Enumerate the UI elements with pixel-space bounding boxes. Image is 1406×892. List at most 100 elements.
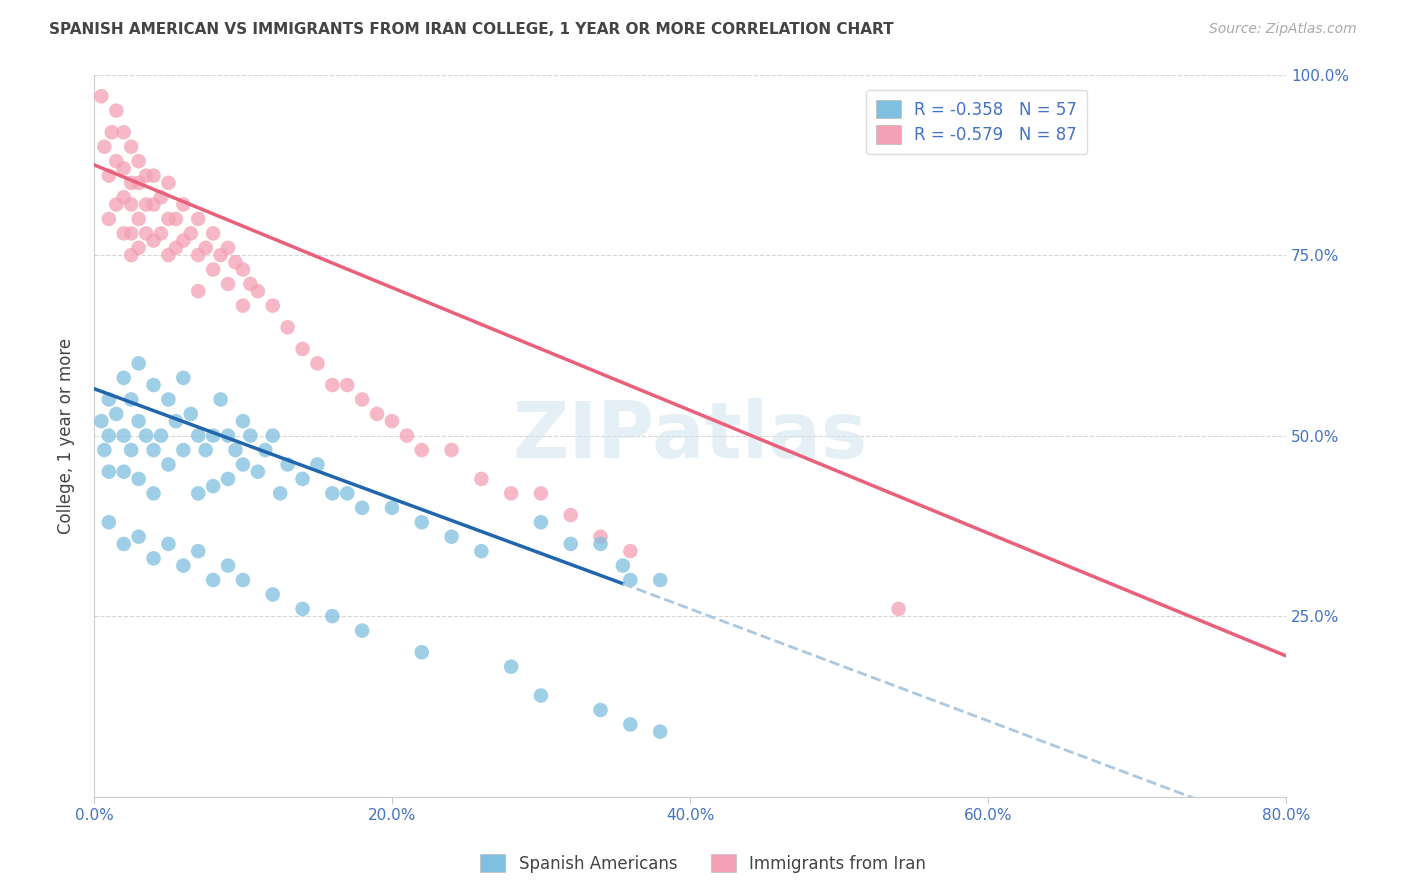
- Point: [187, 248, 209, 262]
- Point: [157, 458, 180, 472]
- Point: [224, 443, 246, 458]
- Point: [93, 140, 115, 154]
- Point: [165, 414, 187, 428]
- Point: [128, 530, 150, 544]
- Point: [501, 486, 523, 500]
- Point: [366, 407, 388, 421]
- Point: [194, 241, 217, 255]
- Point: [277, 458, 299, 472]
- Point: [187, 544, 209, 558]
- Point: [128, 176, 150, 190]
- Point: [239, 277, 262, 291]
- Point: [172, 558, 194, 573]
- Point: [321, 378, 343, 392]
- Point: [105, 197, 128, 211]
- Legend: Spanish Americans, Immigrants from Iran: Spanish Americans, Immigrants from Iran: [474, 847, 932, 880]
- Point: [619, 573, 641, 587]
- Point: [224, 255, 246, 269]
- Point: [202, 227, 225, 241]
- Point: [187, 211, 209, 226]
- Point: [157, 176, 180, 190]
- Point: [619, 544, 641, 558]
- Point: [165, 211, 187, 226]
- Point: [142, 169, 165, 183]
- Point: [120, 140, 142, 154]
- Point: [142, 443, 165, 458]
- Point: [411, 515, 433, 529]
- Point: [291, 472, 314, 486]
- Point: [97, 169, 120, 183]
- Point: [232, 414, 254, 428]
- Point: [291, 342, 314, 356]
- Point: [120, 392, 142, 407]
- Point: [97, 211, 120, 226]
- Point: [209, 392, 232, 407]
- Point: [589, 537, 612, 551]
- Point: [187, 284, 209, 298]
- Point: [112, 537, 135, 551]
- Point: [112, 227, 135, 241]
- Point: [135, 428, 157, 442]
- Point: [142, 234, 165, 248]
- Text: ZIPatlas: ZIPatlas: [512, 398, 868, 474]
- Point: [321, 486, 343, 500]
- Point: [112, 371, 135, 385]
- Point: [217, 428, 239, 442]
- Point: [530, 515, 553, 529]
- Point: [202, 262, 225, 277]
- Point: [291, 602, 314, 616]
- Point: [589, 703, 612, 717]
- Point: [232, 262, 254, 277]
- Point: [470, 544, 492, 558]
- Point: [612, 558, 634, 573]
- Point: [128, 241, 150, 255]
- Point: [120, 443, 142, 458]
- Point: [381, 414, 404, 428]
- Point: [246, 465, 269, 479]
- Point: [142, 551, 165, 566]
- Point: [120, 248, 142, 262]
- Point: [105, 103, 128, 118]
- Point: [97, 428, 120, 442]
- Point: [589, 530, 612, 544]
- Point: [157, 537, 180, 551]
- Point: [187, 486, 209, 500]
- Point: [90, 89, 112, 103]
- Point: [165, 241, 187, 255]
- Point: [232, 299, 254, 313]
- Point: [232, 458, 254, 472]
- Point: [149, 227, 172, 241]
- Point: [120, 197, 142, 211]
- Point: [135, 169, 157, 183]
- Point: [120, 176, 142, 190]
- Point: [262, 587, 284, 601]
- Point: [530, 689, 553, 703]
- Point: [112, 190, 135, 204]
- Point: [93, 443, 115, 458]
- Point: [336, 486, 359, 500]
- Point: [232, 573, 254, 587]
- Point: [440, 530, 463, 544]
- Legend: R = -0.358   N = 57, R = -0.579   N = 87: R = -0.358 N = 57, R = -0.579 N = 87: [866, 90, 1087, 154]
- Point: [97, 465, 120, 479]
- Point: [381, 500, 404, 515]
- Point: [112, 161, 135, 176]
- Point: [180, 227, 202, 241]
- Point: [217, 277, 239, 291]
- Point: [217, 241, 239, 255]
- Point: [149, 190, 172, 204]
- Point: [142, 486, 165, 500]
- Text: SPANISH AMERICAN VS IMMIGRANTS FROM IRAN COLLEGE, 1 YEAR OR MORE CORRELATION CHA: SPANISH AMERICAN VS IMMIGRANTS FROM IRAN…: [49, 22, 894, 37]
- Point: [202, 573, 225, 587]
- Point: [307, 356, 329, 370]
- Point: [217, 472, 239, 486]
- Point: [97, 515, 120, 529]
- Point: [112, 428, 135, 442]
- Point: [157, 211, 180, 226]
- Point: [120, 227, 142, 241]
- Point: [321, 609, 343, 624]
- Point: [202, 479, 225, 493]
- Point: [395, 428, 418, 442]
- Point: [217, 558, 239, 573]
- Point: [254, 443, 277, 458]
